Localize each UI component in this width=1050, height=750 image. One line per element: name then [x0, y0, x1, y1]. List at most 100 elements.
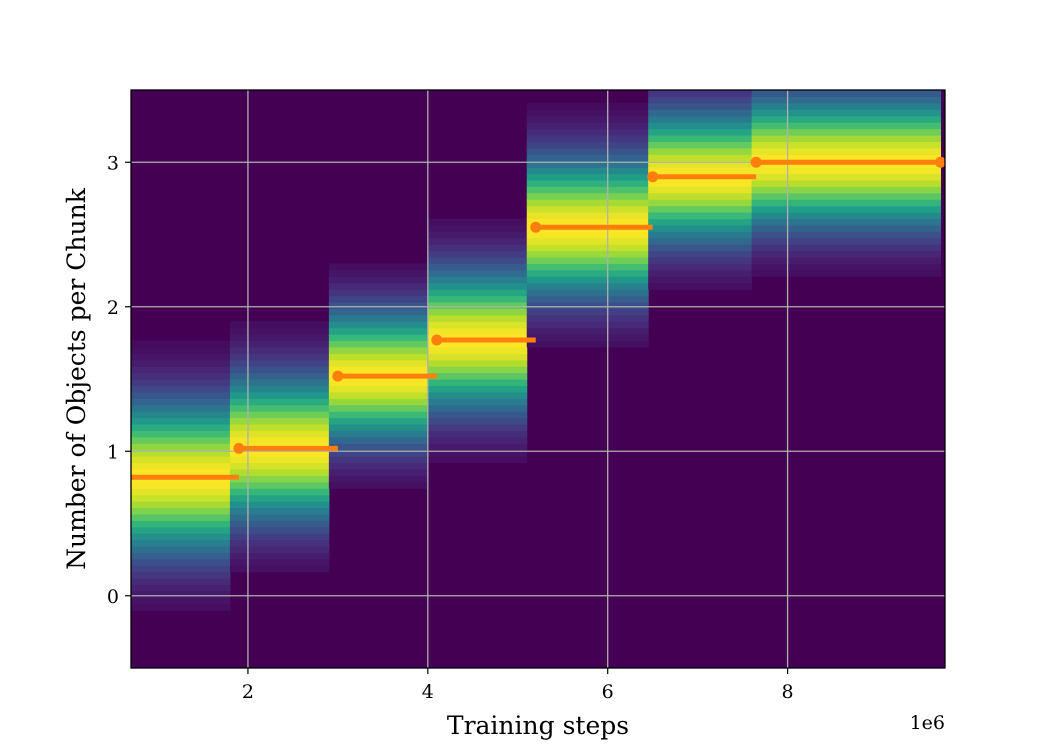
heatmap-cell [328, 404, 429, 412]
heatmap-cell [427, 456, 528, 464]
heatmap-cell [328, 340, 429, 348]
heatmap-cell [328, 449, 429, 457]
x-tick-label: 8 [782, 681, 794, 703]
heatmap-cell [427, 423, 528, 431]
heatmap-cell [131, 391, 231, 399]
heatmap-cell [751, 218, 942, 226]
heatmap-cell [229, 456, 330, 464]
heatmap-cell [751, 115, 942, 123]
heatmap-cell [229, 417, 330, 425]
heatmap-cell [648, 109, 753, 117]
heatmap-cell [751, 231, 942, 239]
heatmap-cell [131, 488, 231, 496]
heatmap-cell [328, 353, 429, 361]
heatmap-cell [427, 379, 528, 387]
heatmap-cell [751, 205, 942, 213]
x-tick-label: 2 [242, 681, 254, 703]
heatmap-cell [131, 346, 231, 354]
heatmap-cell [229, 526, 330, 534]
heatmap-cell [526, 282, 649, 290]
heatmap-cell [526, 256, 649, 264]
step-marker [431, 334, 443, 346]
heatmap-cell [751, 250, 942, 258]
heatmap-cell [427, 308, 528, 316]
heatmap-cell [229, 436, 330, 444]
heatmap-cell [229, 430, 330, 438]
heatmap-cell [328, 263, 429, 271]
heatmap-cell [427, 398, 528, 406]
heatmap-cell [648, 167, 753, 175]
heatmap-cell [131, 456, 231, 464]
step-end-marker [935, 156, 945, 168]
heatmap-cell [526, 173, 649, 181]
heatmap-cell [526, 102, 649, 110]
heatmap-cell [229, 539, 330, 547]
heatmap-cell [427, 359, 528, 367]
heatmap-cell [526, 340, 649, 348]
heatmap-cell [526, 276, 649, 284]
heatmap-cell [131, 501, 231, 509]
heatmap-cell [526, 295, 649, 303]
heatmap-cell [526, 186, 649, 194]
heatmap-cell [751, 147, 942, 155]
heatmap-cell [751, 256, 942, 264]
heatmap-cell [131, 603, 231, 611]
heatmap-cell [526, 128, 649, 136]
heatmap-column [328, 263, 429, 489]
heatmap-cell [648, 96, 753, 104]
heatmap-cell [751, 212, 942, 220]
heatmap-cell [131, 366, 231, 374]
heatmap-cell [229, 379, 330, 387]
y-axis-label: Number of Objects per Chunk [62, 187, 91, 570]
heatmap-cell [751, 199, 942, 207]
heatmap-cell [229, 372, 330, 380]
heatmap-cell [427, 417, 528, 425]
heatmap-cell [131, 372, 231, 380]
heatmap-cell [648, 250, 753, 258]
heatmap-cell [328, 269, 429, 277]
heatmap-cell [131, 539, 231, 547]
heatmap-cell [328, 282, 429, 290]
heatmap-cell [229, 481, 330, 489]
heatmap-cell [526, 237, 649, 245]
heatmap-cell [648, 141, 753, 149]
heatmap-cell [131, 443, 231, 451]
heatmap-cell [427, 449, 528, 457]
heatmap-cell [131, 558, 231, 566]
heatmap-cell [131, 513, 231, 521]
heatmap-cell [229, 385, 330, 393]
heatmap-column [229, 321, 330, 573]
heatmap-cell [648, 269, 753, 277]
heatmap-cell [131, 520, 231, 528]
heatmap-cell [427, 263, 528, 271]
heatmap-cell [427, 244, 528, 252]
heatmap-cell [229, 507, 330, 515]
heatmap-cell [526, 109, 649, 117]
heatmap-cell [751, 173, 942, 181]
heatmap-cell [328, 430, 429, 438]
heatmap-cell [328, 379, 429, 387]
x-tick-label: 6 [602, 681, 614, 703]
heatmap-cell [427, 372, 528, 380]
heatmap-column [648, 90, 753, 290]
heatmap-cell [229, 533, 330, 541]
heatmap-cell [751, 192, 942, 200]
heatmap-column [751, 90, 942, 277]
heatmap-cell [131, 552, 231, 560]
heatmap-cell [427, 404, 528, 412]
heatmap-cell [526, 314, 649, 322]
heatmap-cell [648, 186, 753, 194]
heatmap-cell [131, 507, 231, 515]
heatmap-cell [131, 526, 231, 534]
heatmap-cell [648, 212, 753, 220]
heatmap-cell [229, 353, 330, 361]
x-offset-text: 1e6 [910, 712, 945, 734]
heatmap-cell [229, 398, 330, 406]
heatmap-cell [427, 256, 528, 264]
heatmap-cell [131, 430, 231, 438]
heatmap-cell [131, 462, 231, 470]
heatmap-cell [648, 256, 753, 264]
heatmap-cell [526, 154, 649, 162]
heatmap-cell [648, 102, 753, 110]
heatmap-cell [131, 385, 231, 393]
